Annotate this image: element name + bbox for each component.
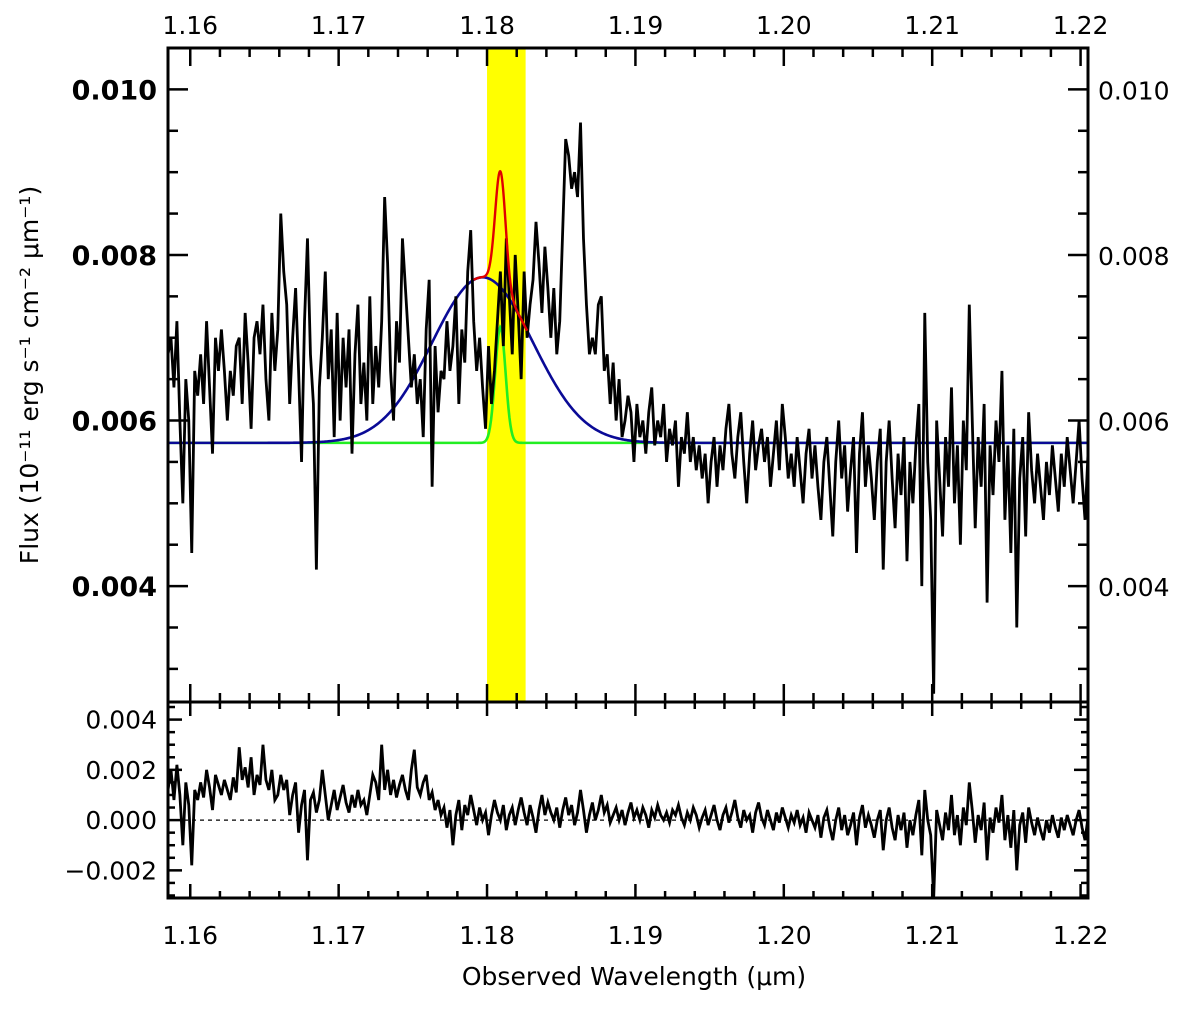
top-x-tick-label: 1.18 (459, 11, 515, 40)
top-x-tick-label: 1.22 (1053, 11, 1109, 40)
observed-spectrum-line (168, 122, 1088, 694)
bottom-x-tick-label: 1.17 (311, 921, 367, 950)
main-panel-frame (166, 46, 1090, 704)
top-x-tick-label: 1.17 (311, 11, 367, 40)
total-model-line (473, 169, 529, 332)
right-y-tick-label: 0.006 (1098, 408, 1170, 437)
right-y-tick-label: 0.008 (1098, 242, 1170, 271)
right-y-tick-label: 0.010 (1098, 76, 1170, 105)
x-axis-title: Observed Wavelength (μm) (462, 962, 806, 991)
bottom-x-tick-label: 1.22 (1053, 921, 1109, 950)
residual-panel-frame (166, 700, 1090, 900)
left-y-tick-label: 0.004 (72, 572, 157, 603)
right-y-tick-label: 0.004 (1098, 573, 1170, 602)
residual-y-tick-label: −0.002 (64, 856, 157, 885)
residual-y-tick-label: 0.004 (85, 706, 157, 735)
left-y-tick-label: 0.010 (72, 75, 157, 106)
bottom-x-tick-label: 1.19 (608, 921, 664, 950)
top-x-tick-label: 1.19 (608, 11, 664, 40)
broad-component-line (168, 276, 1088, 445)
left-y-tick-label: 0.006 (72, 407, 157, 438)
residual-y-tick-label: 0.002 (85, 756, 157, 785)
top-x-tick-label: 1.21 (904, 11, 960, 40)
residual-line (168, 744, 1088, 898)
residual-y-tick-label: 0.000 (85, 806, 157, 835)
bottom-x-tick-label: 1.18 (459, 921, 515, 950)
bottom-x-tick-label: 1.16 (162, 921, 218, 950)
top-x-tick-label: 1.16 (162, 11, 218, 40)
y-axis-title: Flux (10⁻¹¹ erg s⁻¹ cm⁻² μm⁻¹) (15, 186, 44, 564)
bottom-x-tick-label: 1.21 (904, 921, 960, 950)
left-y-tick-label: 0.008 (72, 241, 157, 272)
top-x-tick-label: 1.20 (756, 11, 812, 40)
bottom-x-tick-label: 1.20 (756, 921, 812, 950)
